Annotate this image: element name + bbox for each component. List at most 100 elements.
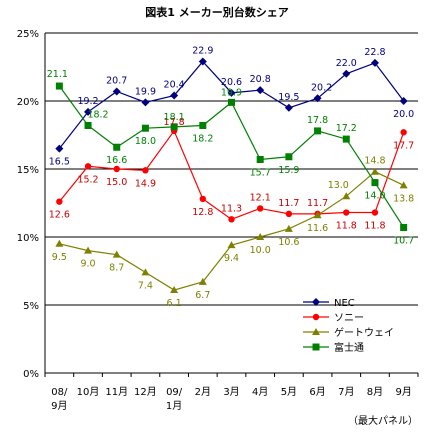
series-4	[55, 82, 408, 231]
data-point	[112, 87, 121, 96]
data-label: 20.6	[221, 77, 242, 88]
y-tick-label: 15%	[17, 165, 39, 176]
data-point	[227, 88, 236, 97]
data-point	[343, 209, 350, 216]
data-label: 20.7	[106, 75, 127, 86]
legend-marker	[312, 328, 320, 335]
series-3	[55, 167, 408, 294]
data-label: 12.8	[192, 207, 213, 218]
data-label: 6.7	[195, 290, 210, 301]
x-tick-label: 10月	[77, 386, 100, 398]
data-label: 16.6	[106, 155, 127, 166]
data-point	[55, 144, 64, 153]
data-label: 10.0	[250, 245, 271, 256]
data-point	[285, 210, 293, 218]
x-tick-label: 3月	[223, 386, 239, 398]
data-point	[112, 250, 121, 258]
data-label: 7.4	[138, 280, 153, 291]
data-point	[55, 82, 63, 90]
x-tick-label: 09/	[166, 387, 183, 398]
data-point	[314, 127, 322, 135]
legend-marker	[312, 313, 320, 321]
data-label: 14.0	[364, 191, 385, 202]
y-tick-label: 10%	[17, 233, 39, 244]
data-point	[199, 121, 207, 129]
data-point	[256, 86, 265, 95]
data-point	[400, 223, 408, 231]
x-tick-label: 6月	[309, 386, 325, 398]
data-label: 14.8	[364, 156, 385, 167]
data-point	[170, 286, 179, 294]
data-label: 22.8	[364, 47, 385, 58]
data-labels: 16.5 19.2 20.7 19.9 20.4 22.9 20.6 20.8 19.5 20.2…	[47, 46, 414, 309]
data-label: 11.7	[278, 198, 299, 209]
x-tick-label: 7月	[338, 386, 354, 398]
data-label: 15.9	[278, 165, 299, 176]
data-point	[198, 57, 207, 66]
data-label: 22.0	[336, 58, 357, 69]
data-label: 17.7	[393, 140, 414, 151]
data-label: 18.1	[164, 112, 185, 123]
data-point	[371, 209, 379, 216]
data-label: 14.9	[135, 178, 156, 189]
series-1	[55, 57, 408, 153]
data-label: 11.8	[364, 221, 385, 232]
data-point	[56, 198, 63, 205]
data-point	[84, 121, 92, 129]
chart-title: 図表1 メーカー別台数シェア	[145, 5, 288, 19]
data-label: 11.3	[221, 203, 242, 214]
data-point	[256, 205, 264, 212]
data-point	[141, 268, 150, 276]
grid-layer	[44, 32, 419, 377]
x-tick-label: 5月	[281, 386, 297, 398]
data-point	[199, 195, 207, 203]
legend-label: ソニー	[334, 313, 364, 324]
data-point	[113, 165, 120, 173]
footnote: （最大パネル）	[348, 414, 418, 427]
data-label: 10.6	[278, 237, 299, 248]
data-point	[285, 153, 293, 161]
data-label: 6.1	[167, 298, 182, 309]
data-point	[399, 181, 408, 189]
x-tick-label: 4月	[252, 386, 268, 398]
data-point	[313, 94, 322, 103]
data-label: 11.8	[336, 221, 357, 232]
x-tick-label: 9月	[395, 386, 411, 398]
x-tick-label: 11月	[105, 386, 128, 398]
y-tick-label: 25%	[17, 29, 39, 40]
data-label: 17.2	[336, 123, 357, 134]
series-layer	[55, 57, 408, 294]
legend-label: ゲートウェイ	[334, 327, 394, 339]
data-label: 15.0	[106, 177, 127, 188]
data-point	[284, 224, 293, 232]
data-label: 9.5	[52, 252, 67, 263]
data-label: 18.2	[87, 109, 108, 120]
data-point	[313, 211, 322, 219]
data-label: 9.0	[80, 259, 95, 270]
data-point	[55, 239, 64, 247]
data-point	[141, 98, 150, 107]
data-label: 22.9	[192, 46, 213, 57]
data-point	[399, 97, 408, 105]
data-label: 19.9	[221, 87, 242, 98]
data-point	[113, 143, 121, 151]
data-point	[256, 155, 264, 163]
legend-marker	[312, 343, 320, 351]
legend-label: NEC	[334, 298, 355, 309]
data-point	[170, 123, 178, 131]
data-label: 9.4	[224, 253, 239, 264]
data-point	[142, 167, 149, 174]
x-tick-label: 2月	[195, 386, 211, 398]
data-label: 20.2	[311, 82, 332, 93]
data-label: 18.0	[135, 136, 156, 147]
data-point	[284, 103, 293, 112]
x-tick-label-line2: 1月	[166, 400, 182, 412]
data-point	[370, 58, 379, 67]
data-label: 20.4	[164, 80, 185, 91]
data-point	[228, 98, 235, 106]
data-label: 20.8	[250, 74, 271, 85]
data-point	[84, 246, 93, 254]
data-label: 18.2	[192, 133, 213, 144]
data-point	[84, 107, 93, 116]
